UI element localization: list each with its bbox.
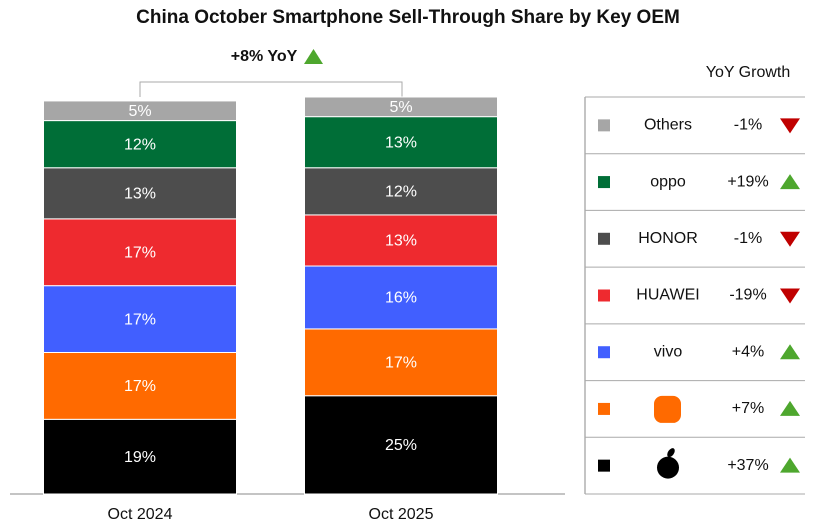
legend-swatch xyxy=(598,119,610,132)
bar-segment xyxy=(304,214,498,267)
x-tick-label: Oct 2025 xyxy=(369,506,434,523)
legend-swatch xyxy=(598,459,610,472)
bar-segment xyxy=(43,418,237,495)
yoy-label: +4% xyxy=(732,343,764,360)
legend-name: Others xyxy=(644,117,692,134)
bar-segment xyxy=(304,328,498,397)
yoy-label: +37% xyxy=(727,457,768,474)
data-label: 16% xyxy=(385,290,417,307)
x-tick-label: Oct 2024 xyxy=(108,506,173,523)
data-label: 12% xyxy=(385,184,417,201)
up-arrow xyxy=(304,49,323,64)
yoy-label: -19% xyxy=(729,287,766,304)
data-label: 17% xyxy=(124,311,156,328)
chart-title: China October Smartphone Sell-Through Sh… xyxy=(136,7,680,28)
legend-swatch xyxy=(598,176,610,189)
yoy-arrow xyxy=(780,118,800,134)
bar-segment xyxy=(43,120,237,169)
data-label: 13% xyxy=(385,134,417,151)
yoy-arrow xyxy=(780,231,800,247)
data-label: 17% xyxy=(124,244,156,261)
bar-segment xyxy=(304,395,498,495)
data-label: 13% xyxy=(385,233,417,250)
legend-name: HONOR xyxy=(638,230,698,247)
yoy-arrow xyxy=(780,288,800,304)
yoy-label: -1% xyxy=(734,230,762,247)
legend-swatch xyxy=(598,402,610,415)
data-label: 5% xyxy=(389,99,412,116)
legend-name: HUAWEI xyxy=(636,287,699,304)
bar-segment xyxy=(43,100,237,122)
bar-segment xyxy=(43,285,237,353)
bar-segment xyxy=(304,116,498,169)
data-label: 17% xyxy=(124,378,156,395)
legend-swatch xyxy=(598,232,610,245)
bar-segment xyxy=(304,96,498,118)
legend-name: vivo xyxy=(654,343,683,360)
data-label: 12% xyxy=(124,136,156,153)
bracket xyxy=(139,81,403,97)
legend-title: YoY Growth xyxy=(706,64,791,81)
data-label: 13% xyxy=(124,186,156,203)
brand-icon xyxy=(657,456,679,479)
brand-icon xyxy=(667,448,675,458)
legend-swatch xyxy=(598,346,610,359)
yoy-arrow xyxy=(780,400,800,416)
bar-segment xyxy=(43,218,237,287)
yoy-arrow xyxy=(780,174,800,190)
data-label: 5% xyxy=(128,103,151,120)
annotation: +8% YoY xyxy=(231,48,298,65)
bar-segment xyxy=(304,167,498,216)
bar-segment xyxy=(304,265,498,330)
yoy-arrow xyxy=(780,457,800,473)
legend-swatch xyxy=(598,289,610,302)
bar-segment xyxy=(43,167,237,220)
brand-icon xyxy=(654,395,681,423)
yoy-label: +7% xyxy=(732,400,764,417)
data-label: 17% xyxy=(385,355,417,372)
yoy-label: -1% xyxy=(734,117,762,134)
data-label: 25% xyxy=(385,437,417,454)
data-label: 19% xyxy=(124,449,156,466)
yoy-arrow xyxy=(780,344,800,360)
legend-name: oppo xyxy=(650,173,686,190)
yoy-label: +19% xyxy=(727,173,768,190)
